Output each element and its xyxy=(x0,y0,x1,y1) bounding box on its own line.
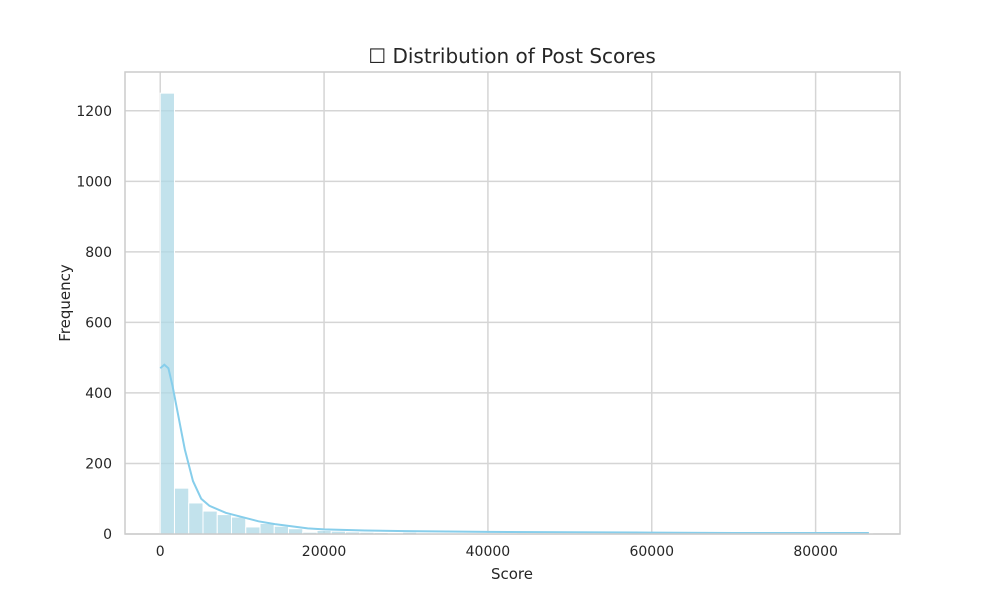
histogram-bar xyxy=(273,525,290,535)
histogram-bar xyxy=(159,92,175,535)
x-tick-label: 20000 xyxy=(302,544,347,560)
histogram-bar xyxy=(245,526,261,535)
plot-frame xyxy=(124,71,901,535)
histogram-bar xyxy=(231,516,247,535)
x-tick-label: 0 xyxy=(156,544,165,560)
y-tick-label: 1200 xyxy=(76,104,112,120)
y-tick-label: 600 xyxy=(85,315,112,331)
y-tick-label: 0 xyxy=(103,527,112,543)
x-axis-label: Score xyxy=(491,565,533,583)
x-tick-labels: 0 20000 40000 60000 80000 xyxy=(156,544,838,560)
histogram-bar xyxy=(216,514,233,535)
plot-area xyxy=(125,72,900,534)
histogram-bar xyxy=(288,528,304,535)
y-tick-label: 800 xyxy=(85,245,112,261)
kde-line xyxy=(159,363,869,534)
histogram-bars xyxy=(159,92,874,535)
x-tick-label: 80000 xyxy=(793,544,838,560)
y-axis-label: Frequency xyxy=(56,264,74,342)
histogram-bar xyxy=(259,522,275,535)
histogram-bar xyxy=(173,487,190,535)
histogram-bar xyxy=(202,510,218,535)
y-tick-label: 400 xyxy=(85,386,112,402)
chart-title: ☐ Distribution of Post Scores xyxy=(368,44,656,68)
y-tick-label: 200 xyxy=(85,456,112,472)
y-tick-label: 1000 xyxy=(76,174,112,190)
y-tick-labels: 0 200 400 600 800 1000 1200 xyxy=(76,104,112,543)
x-tick-label: 40000 xyxy=(466,544,511,560)
histogram-bar xyxy=(188,502,204,535)
x-tick-label: 60000 xyxy=(629,544,674,560)
